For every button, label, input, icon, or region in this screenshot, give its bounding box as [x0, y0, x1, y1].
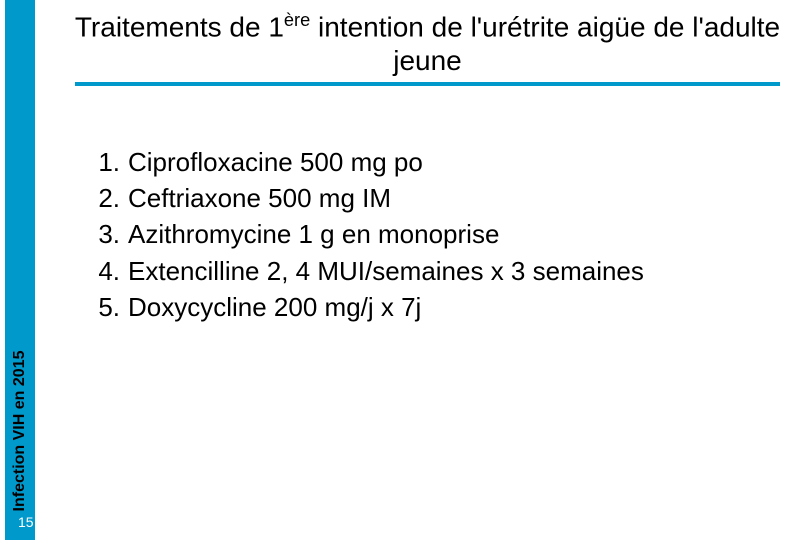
- title-sup: ère: [284, 10, 310, 30]
- slide-content: Traitements de 1ère intention de l'urétr…: [45, 0, 810, 540]
- title-post: intention de l'urétrite aigüe de l'adult…: [310, 11, 780, 76]
- sidebar-band: Infection VIH en 2015 15: [5, 0, 35, 540]
- list-item-number: 3.: [90, 216, 128, 252]
- title-underline: [75, 82, 780, 86]
- list-item-text: Ceftriaxone 500 mg IM: [128, 180, 790, 216]
- list-item: 1.Ciprofloxacine 500 mg po: [90, 144, 790, 180]
- list-item-number: 1.: [90, 144, 128, 180]
- list-item: 3.Azithromycine 1 g en monoprise: [90, 216, 790, 252]
- slide-title: Traitements de 1ère intention de l'urétr…: [65, 10, 790, 78]
- title-pre: Traitements de 1: [75, 11, 284, 42]
- list-item-text: Azithromycine 1 g en monoprise: [128, 216, 790, 252]
- list-item: 5.Doxycycline 200 mg/j x 7j: [90, 289, 790, 325]
- list-item-number: 4.: [90, 253, 128, 289]
- treatment-list: 1.Ciprofloxacine 500 mg po2.Ceftriaxone …: [45, 94, 810, 326]
- list-item: 2.Ceftriaxone 500 mg IM: [90, 180, 790, 216]
- page-number: 15: [18, 514, 34, 530]
- list-item-text: Ciprofloxacine 500 mg po: [128, 144, 790, 180]
- list-item: 4.Extencilline 2, 4 MUI/semaines x 3 sem…: [90, 253, 790, 289]
- list-item-text: Doxycycline 200 mg/j x 7j: [128, 289, 790, 325]
- list-item-number: 2.: [90, 180, 128, 216]
- list-item-text: Extencilline 2, 4 MUI/semaines x 3 semai…: [128, 253, 790, 289]
- list-item-number: 5.: [90, 289, 128, 325]
- sidebar-label: Infection VIH en 2015: [11, 351, 29, 512]
- title-wrap: Traitements de 1ère intention de l'urétr…: [45, 0, 810, 94]
